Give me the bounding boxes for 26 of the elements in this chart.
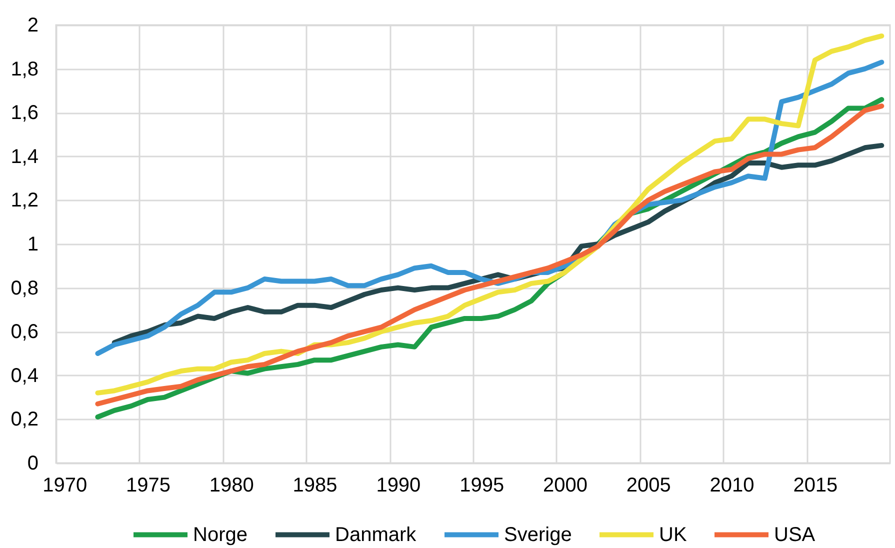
legend-label: USA	[774, 524, 816, 546]
y-tick-label: 0,6	[10, 321, 38, 344]
x-tick-label: 2015	[793, 474, 838, 496]
y-tick-label: 1,8	[10, 58, 38, 80]
y-tick-label: 0,4	[10, 364, 38, 387]
x-tick-label: 2010	[710, 474, 754, 496]
x-tick-label: 1995	[460, 474, 504, 496]
x-tick-label: 1975	[126, 474, 170, 496]
legend-label: Sverige	[504, 524, 572, 546]
legend-label: Norge	[193, 524, 248, 546]
x-tick-label: 1985	[292, 474, 338, 496]
y-tick-label: 1,6	[10, 102, 38, 124]
legend-label: Danmark	[335, 524, 418, 546]
x-tick-label: 1980	[209, 474, 254, 496]
legend-label: UK	[659, 524, 688, 546]
x-tick-label: 2005	[626, 474, 671, 496]
x-tick-label: 1990	[376, 474, 421, 496]
y-tick-label: 0,8	[10, 277, 38, 300]
y-tick-label: 0,2	[10, 408, 38, 431]
y-tick-label: 2	[27, 14, 38, 36]
y-tick-label: 1	[27, 234, 38, 256]
y-tick-label: 0	[27, 452, 38, 474]
x-tick-label: 2000	[542, 474, 588, 496]
y-tick-label: 1,2	[10, 190, 38, 212]
x-tick-label: 1970	[42, 474, 88, 496]
y-tick-label: 1,4	[10, 146, 38, 168]
